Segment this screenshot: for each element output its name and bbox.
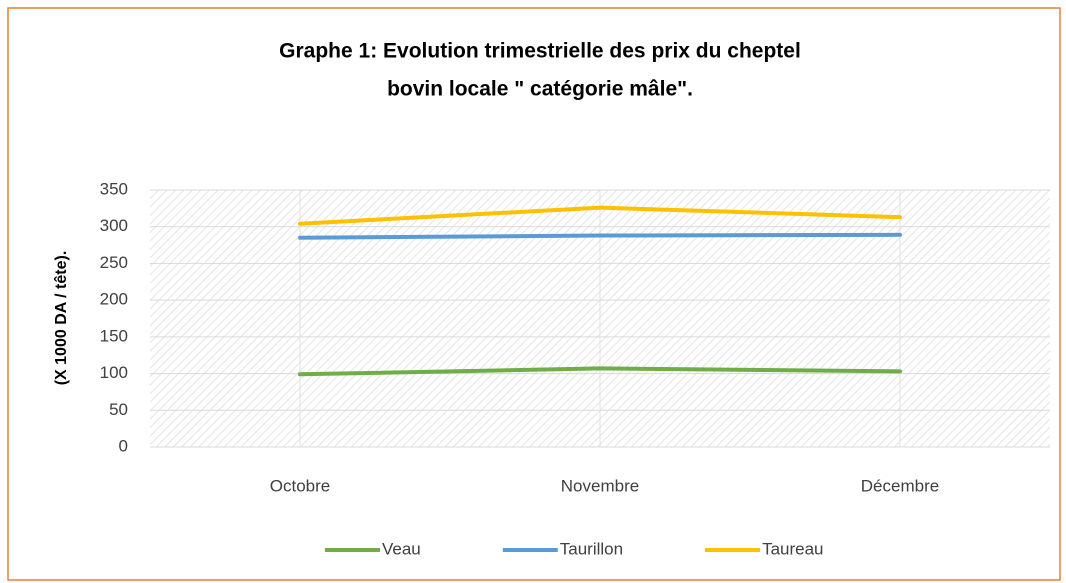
chart-title: bovin locale " catégorie mâle". bbox=[387, 78, 693, 101]
y-tick-label: 0 bbox=[119, 436, 128, 455]
chart-title: Graphe 1: Evolution trimestrielle des pr… bbox=[279, 40, 801, 63]
series-line bbox=[298, 232, 902, 240]
y-tick-label: 100 bbox=[100, 363, 128, 382]
legend-label: Taureau bbox=[762, 539, 823, 558]
x-tick-label: Novembre bbox=[561, 476, 639, 495]
y-tick-label: 50 bbox=[109, 400, 128, 419]
y-tick-label: 250 bbox=[100, 253, 128, 272]
y-tick-label: 300 bbox=[100, 216, 128, 235]
series-line bbox=[298, 366, 902, 377]
legend-label: Veau bbox=[382, 539, 421, 558]
y-tick-label: 200 bbox=[100, 290, 128, 309]
y-axis-label: (X 1000 DA / tête). bbox=[53, 251, 70, 386]
legend-label: Taurillon bbox=[560, 539, 623, 558]
y-tick-label: 150 bbox=[100, 326, 128, 345]
series-line bbox=[298, 205, 902, 226]
x-tick-label: Octobre bbox=[270, 476, 330, 495]
y-tick-label: 350 bbox=[100, 179, 128, 198]
x-tick-label: Décembre bbox=[861, 476, 939, 495]
